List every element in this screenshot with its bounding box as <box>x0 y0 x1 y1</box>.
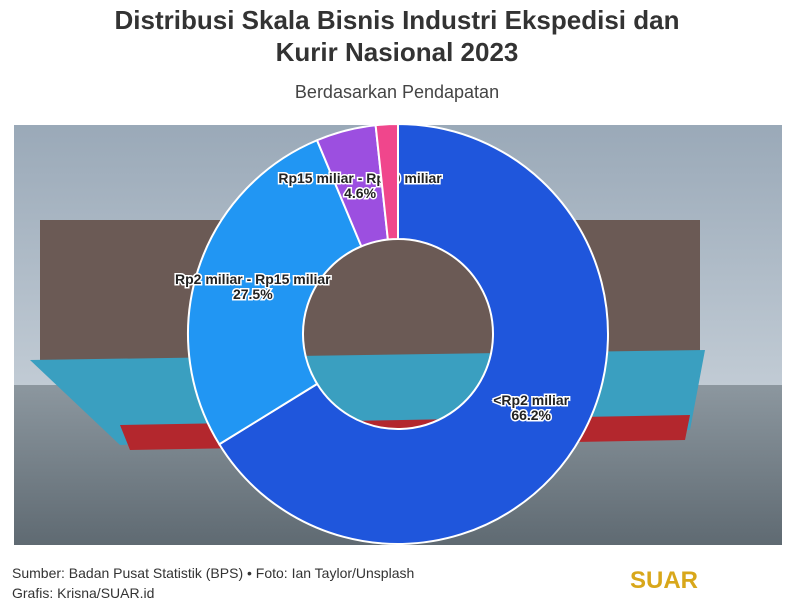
slice-value: 66.2% <box>511 407 551 423</box>
logo: SUAR <box>630 567 698 594</box>
slice <box>374 122 399 241</box>
slice-label: <Rp2 miliar <box>493 392 569 408</box>
chart-title: Distribusi Skala Bisnis Industri Ekspedi… <box>115 5 680 67</box>
slice-label: Rp15 miliar - Rp50 miliar <box>278 170 442 186</box>
slice <box>187 138 363 446</box>
slice-label: Rp2 miliar - Rp15 miliar <box>175 271 331 287</box>
slice-value: 4.6% <box>344 185 376 201</box>
slice-value: 27.5% <box>233 286 273 302</box>
chart-subtitle: Berdasarkan Pendapatan <box>295 82 499 102</box>
slice <box>217 122 609 545</box>
credit: Grafis: Krisna/SUAR.id <box>12 585 154 601</box>
source: Sumber: Badan Pusat Statistik (BPS) • Fo… <box>12 565 414 581</box>
